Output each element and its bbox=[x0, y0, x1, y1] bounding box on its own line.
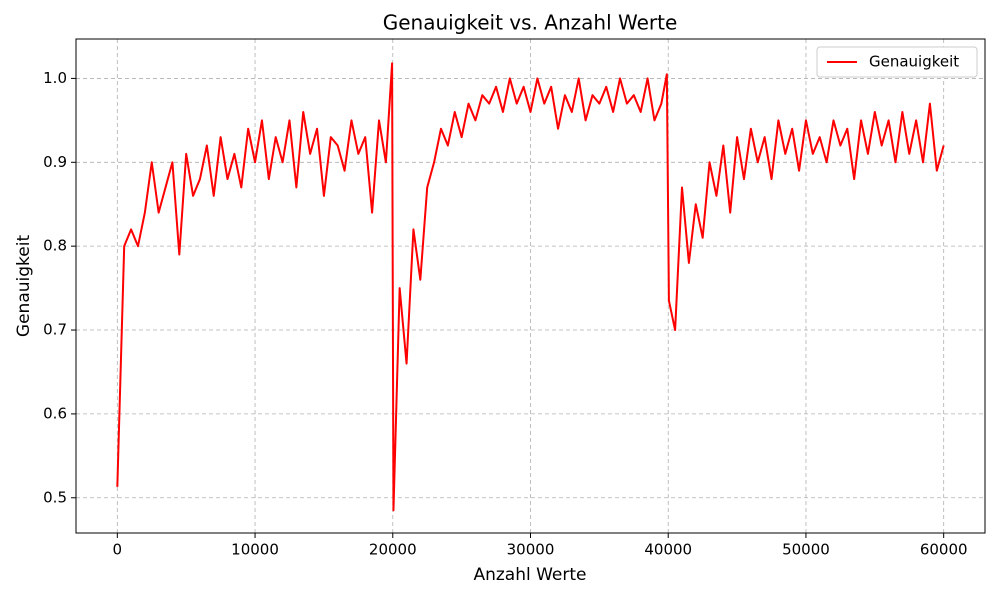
legend-box bbox=[816, 46, 978, 78]
x-tick-label: 0 bbox=[113, 541, 123, 559]
legend: Genauigkeit bbox=[816, 46, 978, 78]
chart-title: Genauigkeit vs. Anzahl Werte bbox=[383, 11, 678, 35]
y-tick-label: 0.5 bbox=[43, 488, 67, 506]
x-axis-label: Anzahl Werte bbox=[473, 565, 586, 585]
x-tick-label: 60000 bbox=[920, 541, 968, 559]
y-tick-label: 0.7 bbox=[43, 321, 67, 339]
data-line bbox=[116, 62, 945, 512]
y-tick-label: 0.8 bbox=[43, 237, 67, 255]
x-tick-label: 10000 bbox=[231, 541, 279, 559]
plot-frame bbox=[75, 38, 986, 534]
x-tick-label: 40000 bbox=[644, 541, 692, 559]
x-tick-label: 30000 bbox=[507, 541, 555, 559]
y-tick-label: 0.6 bbox=[43, 404, 67, 422]
legend-label: Genauigkeit bbox=[869, 53, 959, 71]
y-axis-label: Genauigkeit bbox=[14, 235, 34, 338]
y-tick-label: 1.0 bbox=[43, 69, 67, 87]
x-tick-label: 20000 bbox=[369, 541, 417, 559]
x-tick-label: 50000 bbox=[782, 541, 830, 559]
y-tick-label: 0.9 bbox=[43, 153, 67, 171]
